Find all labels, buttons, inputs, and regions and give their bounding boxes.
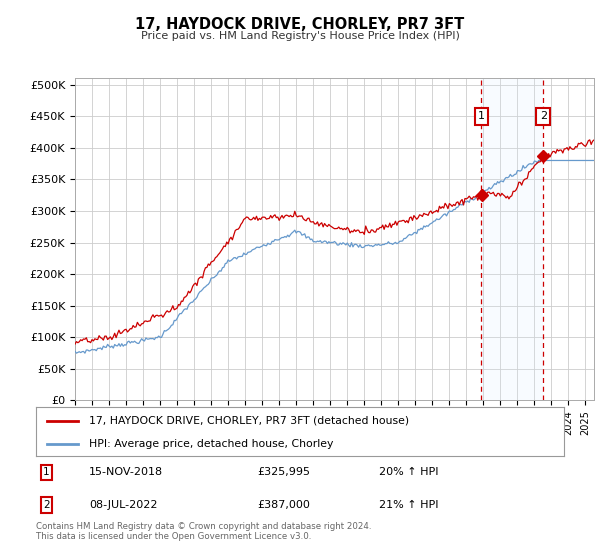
Text: Price paid vs. HM Land Registry's House Price Index (HPI): Price paid vs. HM Land Registry's House … — [140, 31, 460, 41]
Text: 2: 2 — [540, 111, 547, 122]
Text: 2: 2 — [43, 500, 50, 510]
Text: 17, HAYDOCK DRIVE, CHORLEY, PR7 3FT: 17, HAYDOCK DRIVE, CHORLEY, PR7 3FT — [136, 17, 464, 32]
Text: 15-NOV-2018: 15-NOV-2018 — [89, 467, 163, 477]
Text: 1: 1 — [43, 467, 50, 477]
Text: 21% ↑ HPI: 21% ↑ HPI — [379, 500, 439, 510]
Text: 17, HAYDOCK DRIVE, CHORLEY, PR7 3FT (detached house): 17, HAYDOCK DRIVE, CHORLEY, PR7 3FT (det… — [89, 416, 409, 426]
Text: £325,995: £325,995 — [258, 467, 311, 477]
Text: HPI: Average price, detached house, Chorley: HPI: Average price, detached house, Chor… — [89, 439, 333, 449]
Text: 08-JUL-2022: 08-JUL-2022 — [89, 500, 157, 510]
Text: Contains HM Land Registry data © Crown copyright and database right 2024.
This d: Contains HM Land Registry data © Crown c… — [36, 522, 371, 542]
Text: £387,000: £387,000 — [258, 500, 311, 510]
Bar — [481, 78, 543, 400]
Text: 20% ↑ HPI: 20% ↑ HPI — [379, 467, 439, 477]
Text: 1: 1 — [478, 111, 485, 122]
